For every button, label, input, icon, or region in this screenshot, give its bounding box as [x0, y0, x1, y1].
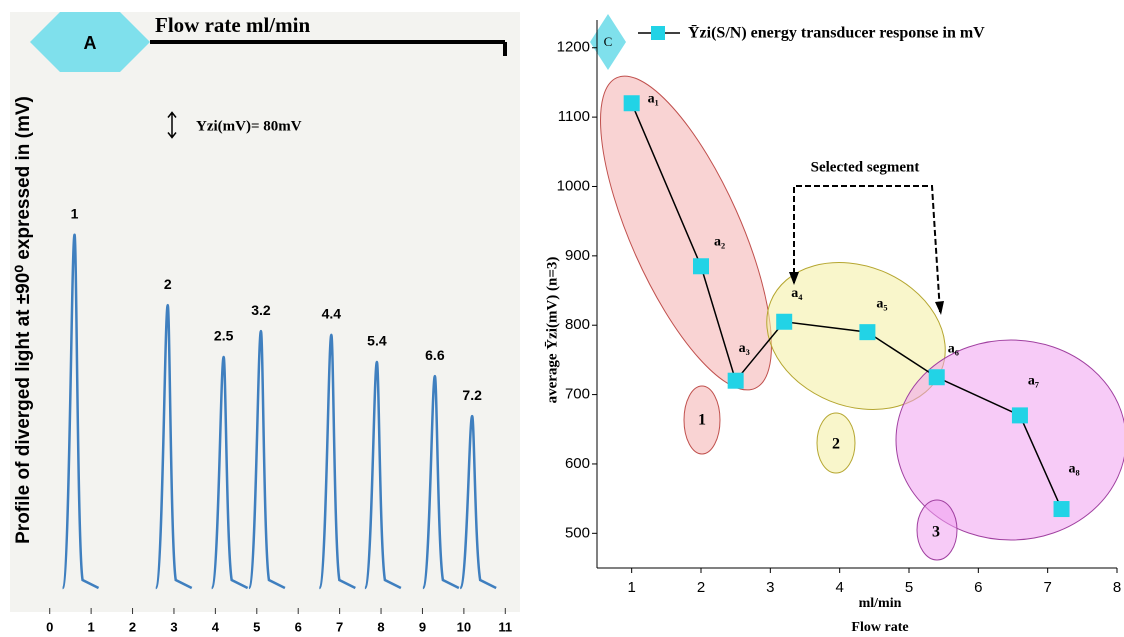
y-tick-label: 1100: [558, 108, 590, 125]
point: [929, 369, 945, 385]
point: [1012, 407, 1028, 423]
x-tick-label: 6: [295, 619, 302, 634]
x-tick-label: 6: [974, 579, 982, 596]
x-tick-label: 0: [46, 619, 53, 634]
y-tick-label: 700: [565, 386, 590, 403]
point: [728, 373, 744, 389]
x-axis-label: ml/min: [859, 596, 902, 611]
y-axis-label: Profile of diverged light at ±90⁰ expres…: [13, 96, 34, 544]
point: [859, 324, 875, 340]
x-tick-label: 9: [419, 619, 426, 634]
x-tick-label: 4: [835, 579, 843, 596]
y-tick-label: 1200: [557, 39, 590, 56]
x-tick-label: 7: [336, 619, 343, 634]
cluster: [567, 55, 806, 410]
point-label: a₅: [876, 296, 887, 311]
point: [1054, 501, 1070, 517]
point-label: a₆: [948, 341, 959, 356]
figure: A Flow rate ml/min Profile of diverged l…: [0, 0, 1124, 637]
point-label: a₈: [1069, 461, 1080, 476]
x-tick-label: 2: [697, 579, 705, 596]
point-label: a₂: [714, 234, 725, 249]
y-tick-label: 800: [565, 316, 590, 333]
x-axis-title: Flow rate: [851, 620, 908, 635]
annotation: Selected segment: [811, 159, 920, 175]
peak-label: 2: [164, 276, 172, 292]
badge: C: [604, 34, 613, 49]
x-tick-label: 8: [1113, 579, 1121, 596]
x-tick-label: 10: [457, 619, 471, 634]
peak-label: 4.4: [322, 306, 342, 322]
y-axis-label: average Ȳzi(mV) (n=3): [544, 257, 560, 404]
x-tick-label: 3: [170, 619, 177, 634]
point-label: a₃: [739, 341, 750, 356]
x-tick-label: 2: [129, 619, 136, 634]
x-tick-label: 4: [212, 619, 220, 634]
y-tick-label: 500: [565, 524, 590, 541]
point: [693, 258, 709, 274]
point-label: a₇: [1028, 374, 1039, 389]
y-tick-label: 900: [565, 247, 590, 264]
point: [776, 314, 792, 330]
peak-label: 7.2: [462, 387, 482, 403]
point-label: a₁: [648, 91, 659, 106]
cluster-label: 3: [932, 524, 940, 541]
chart-title: Flow rate ml/min: [155, 13, 310, 37]
peak-label: 5.4: [367, 333, 387, 349]
point-label: a₄: [791, 286, 803, 301]
cluster-label: 1: [698, 412, 706, 429]
cluster-label: 2: [832, 436, 840, 453]
x-tick-label: 5: [905, 579, 913, 596]
y-tick-label: 600: [565, 455, 590, 472]
peak-label: 3.2: [251, 302, 271, 318]
peak-label: 2.5: [214, 328, 234, 344]
badge: A: [84, 33, 97, 53]
x-tick-label: 7: [1043, 579, 1051, 596]
x-tick-label: 8: [377, 619, 384, 634]
peak-label: 1: [71, 206, 79, 222]
y-tick-label: 1000: [557, 177, 590, 194]
page: A Flow rate ml/min Profile of diverged l…: [0, 0, 1124, 637]
peak-label: 6.6: [425, 347, 445, 363]
legend-label: Ȳzi(S/N) energy transducer response in m…: [688, 24, 985, 42]
x-tick-label: 3: [766, 579, 774, 596]
point: [624, 95, 640, 111]
x-tick-label: 1: [627, 579, 635, 596]
x-tick-label: 1: [88, 619, 95, 634]
x-tick-label: 11: [498, 619, 512, 634]
legend-marker: [651, 26, 665, 40]
annotation: Yzi(mV)= 80mV: [196, 118, 302, 134]
x-tick-label: 5: [253, 619, 260, 634]
